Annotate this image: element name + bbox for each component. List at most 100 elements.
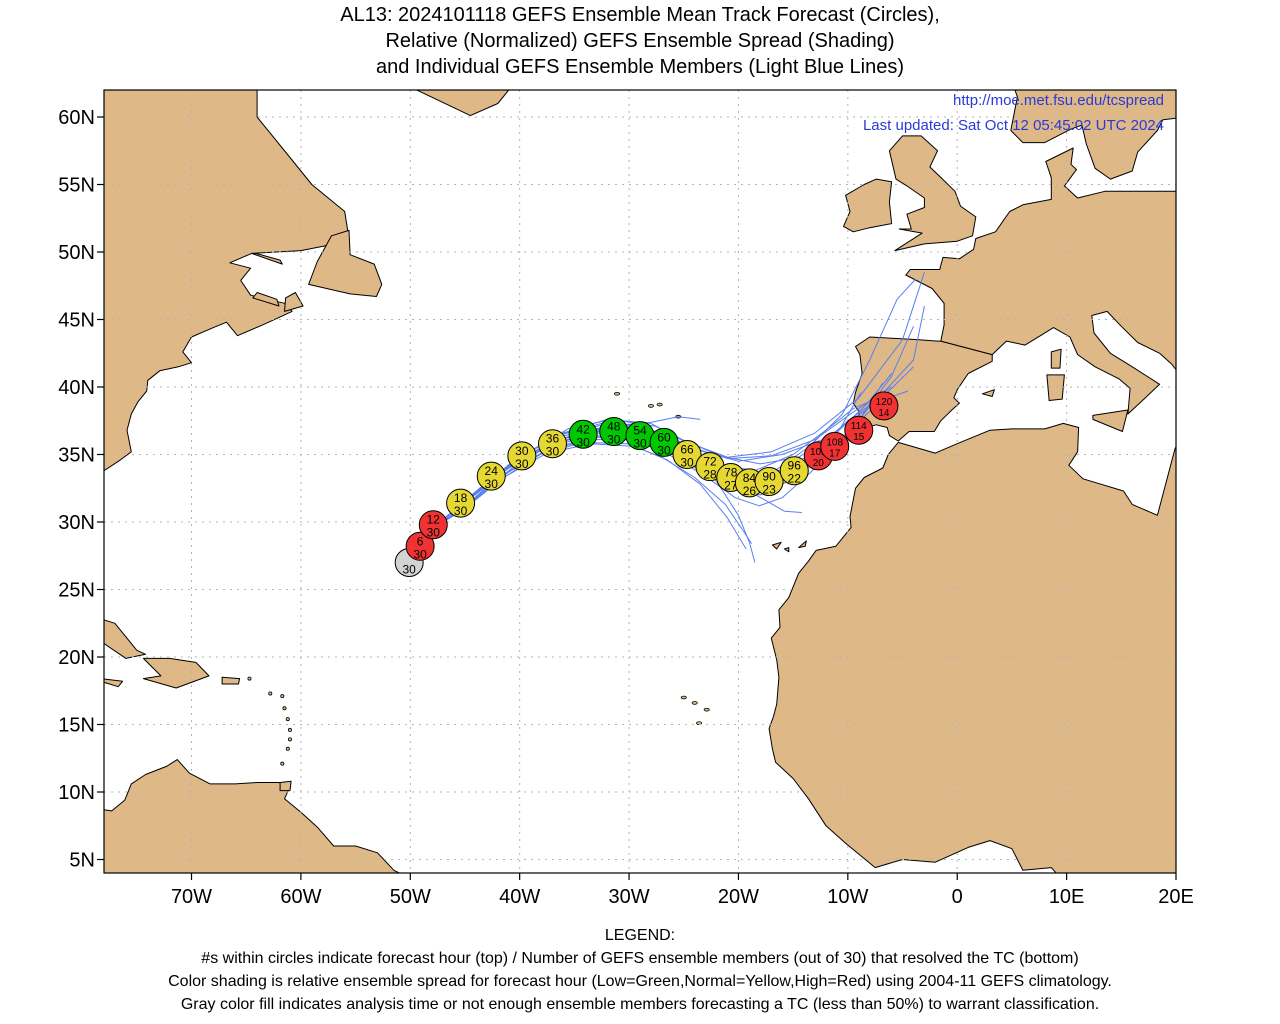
forecast-hour-label: 12 — [427, 513, 441, 527]
member-count-label: 26 — [743, 484, 757, 498]
y-tick-label: 10N — [58, 782, 95, 804]
small-island — [647, 404, 654, 408]
y-tick-label: 5N — [69, 850, 95, 872]
forecast-hour-label: 108 — [826, 437, 843, 448]
great-britain-island — [888, 135, 977, 252]
caribbean-island — [285, 746, 290, 751]
member-count-label: 30 — [657, 443, 671, 457]
member-count-label: 30 — [680, 456, 694, 470]
small-island — [691, 701, 698, 705]
anticosti-island — [251, 252, 283, 265]
caribbean-island — [268, 691, 273, 696]
x-tick-label: 50W — [390, 886, 431, 908]
ireland-island — [843, 178, 893, 233]
track-point-circle — [649, 427, 679, 457]
track-point-circle — [869, 391, 899, 421]
track-point-circle — [754, 467, 784, 496]
y-tick-label: 15N — [58, 715, 95, 737]
last-updated-text: Last updated: Sat Oct 12 05:45:02 UTC 20… — [862, 117, 1164, 134]
member-count-label: 27 — [724, 478, 738, 492]
y-tick-label: 55N — [58, 175, 95, 197]
member-count-label: 14 — [878, 408, 890, 419]
legend-line-1: #s within circles indicate forecast hour… — [201, 950, 1079, 967]
fuerteventura-island — [798, 540, 807, 549]
caribbean-island — [285, 717, 290, 722]
legend-line-2: Color shading is relative ensemble sprea… — [168, 973, 1112, 990]
forecast-hour-label: 48 — [607, 420, 621, 434]
europe-landmass — [905, 147, 1176, 415]
caribbean-island — [282, 706, 287, 711]
forecast-hour-label: 96 — [788, 459, 802, 473]
member-count-label: 20 — [813, 458, 825, 469]
small-island — [703, 707, 710, 712]
track-point-circle — [405, 531, 435, 561]
figure-title: AL13: 2024101118 GEFS Ensemble Mean Trac… — [0, 2, 1280, 80]
y-tick-label: 25N — [58, 580, 95, 602]
sardinia-island — [1046, 374, 1065, 401]
cape-breton-island — [284, 292, 304, 312]
y-tick-label: 50N — [58, 242, 95, 264]
tenerife-island — [771, 541, 782, 550]
south-america-landmass — [104, 759, 400, 873]
legend-header: LEGEND: — [604, 927, 676, 944]
source-url-link[interactable]: http://moe.met.fsu.edu/tcspread — [953, 92, 1164, 109]
member-count-label: 23 — [762, 483, 776, 497]
small-island — [680, 695, 687, 700]
forecast-hour-label: 30 — [515, 444, 529, 458]
hispaniola-island — [142, 657, 210, 689]
caribbean-island — [280, 694, 285, 699]
track-point-circle — [672, 440, 702, 469]
forecast-hour-label: 42 — [576, 422, 590, 436]
forecast-hour-label: 66 — [680, 443, 694, 457]
member-count-label: 30 — [633, 437, 647, 451]
member-count-label: 17 — [829, 448, 841, 459]
prince-edward-island — [252, 292, 280, 307]
jamaica-island — [104, 678, 124, 688]
lat-lon-gridlines — [104, 90, 1176, 873]
member-count-label: 30 — [454, 504, 468, 518]
ensemble-member-track-line — [431, 441, 753, 544]
forecast-hour-label: 84 — [743, 471, 757, 485]
gran-canaria-island — [783, 547, 790, 553]
forecast-hour-label: 54 — [633, 424, 647, 438]
track-point: 630 — [405, 531, 435, 561]
y-tick-label: 45N — [58, 310, 95, 332]
caribbean-island — [247, 676, 252, 681]
forecast-hour-label: 36 — [546, 432, 560, 446]
track-point-circle — [446, 488, 476, 518]
x-tick-label: 10W — [827, 886, 868, 908]
corsica-island — [1050, 348, 1062, 369]
small-island — [656, 402, 663, 407]
africa-landmass — [768, 422, 1176, 873]
title-line-1: AL13: 2024101118 GEFS Ensemble Mean Trac… — [340, 4, 940, 26]
balearic-mallorca — [981, 389, 995, 397]
member-count-label: 30 — [485, 477, 499, 491]
forecast-hour-label: 78 — [724, 465, 738, 479]
x-tick-label: 10E — [1049, 886, 1085, 908]
x-tick-label: 20E — [1158, 886, 1194, 908]
small-island — [614, 391, 621, 396]
forecast-hour-label: 120 — [876, 397, 893, 408]
forecast-hour-label: 60 — [657, 430, 671, 444]
scandinavia-landmass — [1010, 90, 1176, 180]
caribbean-island — [287, 737, 292, 742]
member-count-label: 30 — [413, 547, 427, 561]
member-count-label: 30 — [607, 433, 621, 447]
y-tick-label: 35N — [58, 445, 95, 467]
track-point-circle — [476, 461, 506, 491]
track-point-circle — [418, 510, 448, 540]
member-count-label: 28 — [703, 468, 717, 482]
member-count-label: 15 — [853, 432, 865, 443]
x-tick-label: 60W — [280, 886, 321, 908]
title-line-3: and Individual GEFS Ensemble Members (Li… — [375, 56, 905, 78]
